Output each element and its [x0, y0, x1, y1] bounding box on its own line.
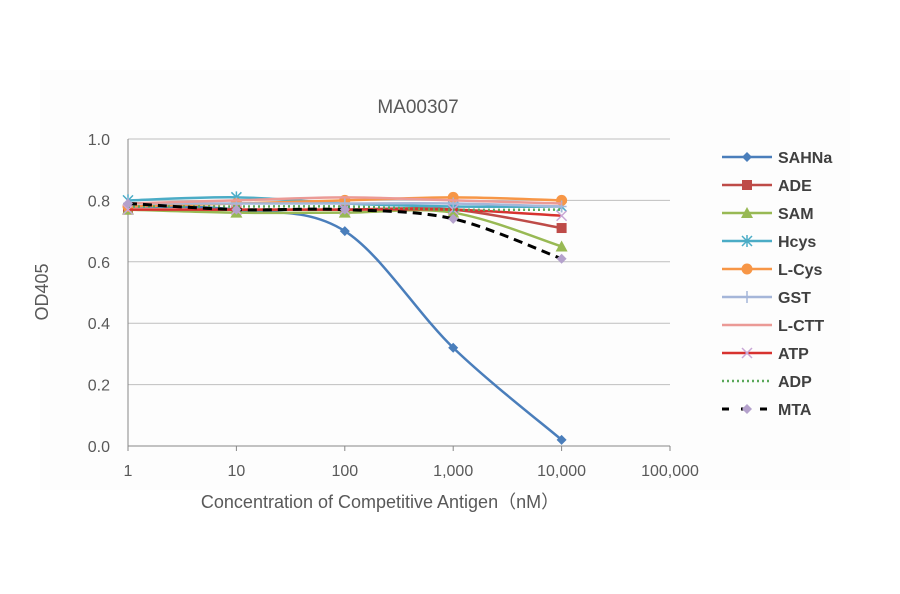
series-l-ctt — [127, 196, 562, 205]
legend-label: L-CTT — [778, 318, 824, 335]
series-mta-marker — [556, 253, 567, 264]
x-axis-label: Concentration of Competitive Antigen（nM） — [201, 492, 559, 512]
legend-marker — [741, 347, 753, 359]
series-mta-marker — [123, 198, 133, 209]
legend-label: GST — [778, 290, 811, 307]
legend-item-hcys: Hcys — [722, 234, 816, 251]
legend-label: SAHNa — [778, 150, 832, 167]
legend-marker — [742, 152, 752, 162]
series-atp-marker — [122, 204, 134, 216]
y-axis-label: OD405 — [32, 263, 52, 320]
legend-item-sahna: SAHNa — [722, 150, 832, 167]
legend-item-l-ctt: L-CTT — [722, 318, 824, 335]
series-sahna-marker — [448, 342, 459, 353]
series-mta-marker — [448, 213, 459, 224]
y-tick-label: 0.0 — [88, 439, 110, 456]
y-tick-label: 0.6 — [88, 255, 110, 272]
series-atp-marker — [556, 210, 568, 222]
legend-marker — [742, 291, 752, 303]
x-tick-label: 10,000 — [537, 463, 586, 480]
legend-marker — [742, 404, 752, 414]
x-tick-label: 10 — [228, 463, 246, 480]
x-tick-label: 100 — [331, 463, 358, 480]
series-mta-marker — [339, 204, 350, 215]
y-tick-label: 0.2 — [88, 378, 110, 395]
series-sahna-marker — [339, 226, 350, 237]
legend-item-ade: ADE — [722, 178, 812, 195]
legend-item-sam: SAM — [722, 206, 814, 223]
legend-label: SAM — [778, 206, 814, 223]
legend-label: ATP — [778, 346, 809, 363]
legend-item-atp: ATP — [722, 346, 809, 363]
legend-marker — [742, 180, 752, 190]
legend-marker — [741, 235, 753, 247]
legend-item-mta: MTA — [722, 402, 812, 419]
chart-title: MA00307 — [377, 97, 458, 118]
series-ade-marker — [556, 223, 567, 234]
x-tick-label: 100,000 — [641, 463, 699, 480]
chart-background — [40, 70, 850, 490]
series-l-ctt-line — [127, 196, 562, 205]
legend-label: L-Cys — [778, 262, 823, 279]
legend-label: Hcys — [778, 234, 816, 251]
legend-label: ADP — [778, 374, 812, 391]
series-mta — [123, 198, 567, 264]
y-tick-label: 0.4 — [88, 316, 110, 333]
series-mta-marker — [231, 204, 242, 215]
legend-item-adp: ADP — [722, 374, 812, 391]
legend-marker — [741, 263, 753, 275]
legend-label: ADE — [778, 178, 812, 195]
y-tick-label: 1.0 — [88, 132, 110, 149]
x-tick-label: 1,000 — [433, 463, 473, 480]
legend-item-l-cys: L-Cys — [722, 262, 823, 279]
series-sahna-marker — [556, 434, 567, 445]
legend-item-gst: GST — [722, 290, 811, 307]
legend-label: MTA — [778, 402, 812, 419]
y-tick-label: 0.8 — [88, 193, 110, 210]
x-tick-label: 1 — [124, 463, 133, 480]
series-sam-marker — [555, 240, 568, 252]
legend-marker — [741, 207, 753, 218]
